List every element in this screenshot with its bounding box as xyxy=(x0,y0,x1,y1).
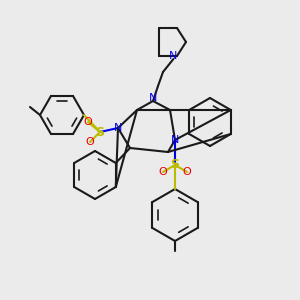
Text: S: S xyxy=(95,125,104,139)
Text: N: N xyxy=(149,93,157,103)
Text: O: O xyxy=(183,167,191,177)
Text: O: O xyxy=(159,167,167,177)
Text: S: S xyxy=(170,158,179,172)
Text: O: O xyxy=(84,117,92,127)
Text: N: N xyxy=(171,135,179,145)
Text: O: O xyxy=(85,137,94,147)
Text: N: N xyxy=(114,123,122,133)
Text: N: N xyxy=(169,51,178,61)
